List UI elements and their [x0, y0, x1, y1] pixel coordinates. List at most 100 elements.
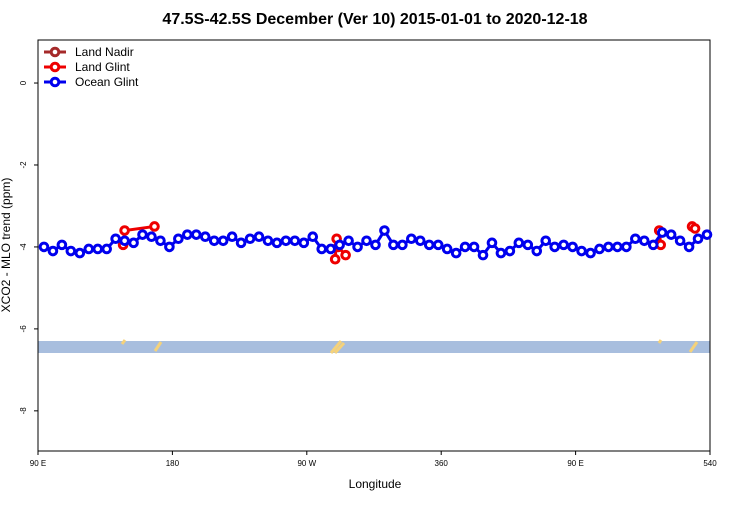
data-point	[92, 243, 104, 255]
data-point	[647, 239, 659, 251]
data-point	[182, 229, 193, 240]
data-point	[513, 237, 525, 249]
y-tick-label: -6	[19, 325, 28, 333]
data-point	[271, 237, 283, 249]
data-point	[459, 241, 471, 253]
data-point	[173, 233, 184, 245]
data-point	[692, 233, 704, 245]
land-marks	[120, 339, 699, 355]
data-point	[83, 243, 95, 255]
data-point	[630, 233, 641, 245]
data-point	[468, 241, 480, 253]
data-point	[65, 245, 77, 257]
data-point	[235, 237, 247, 249]
data-point	[155, 235, 166, 247]
data-point	[370, 239, 381, 251]
data-point	[329, 253, 341, 265]
data-point	[486, 237, 498, 249]
data-point	[244, 233, 256, 245]
data-point	[352, 241, 363, 253]
chart-title: 47.5S-42.5S December (Ver 10) 2015-01-01…	[162, 11, 587, 28]
data-point	[612, 241, 623, 253]
data-point	[522, 239, 534, 251]
legend-marker	[49, 76, 61, 88]
data-point	[504, 245, 516, 257]
legend-label: Ocean Glint	[75, 75, 139, 89]
x-tick-label: 90 E	[30, 459, 46, 468]
data-point	[450, 247, 462, 259]
data-point	[137, 229, 148, 240]
data-point	[253, 231, 265, 242]
data-point	[56, 239, 68, 251]
legend-marker	[49, 61, 61, 73]
x-tick-label: 90 W	[297, 459, 316, 468]
data-point	[361, 235, 372, 247]
data-point	[638, 235, 650, 247]
data-point	[665, 229, 677, 240]
x-tick-label: 90 E	[567, 459, 583, 468]
data-point	[397, 239, 408, 251]
data-point	[594, 243, 605, 255]
y-axis-label: XCO2 - MLO trend (ppm)	[0, 178, 13, 313]
legend-label: Land Nadir	[75, 45, 134, 59]
data-point	[217, 235, 229, 247]
data-point	[540, 235, 552, 247]
data-point	[683, 241, 695, 253]
data-point	[343, 235, 354, 247]
data-point	[576, 245, 587, 257]
data-point	[280, 235, 292, 247]
data-point	[307, 231, 319, 242]
data-point	[38, 241, 50, 253]
data-point	[674, 235, 686, 247]
x-tick-label: 360	[435, 459, 449, 468]
legend-label: Land Glint	[75, 60, 130, 74]
data-point	[119, 235, 130, 247]
data-point	[495, 247, 507, 259]
data-point	[558, 239, 569, 251]
data-point	[414, 235, 426, 247]
x-tick-label: 180	[166, 459, 180, 468]
data-point	[128, 237, 139, 249]
data-point	[441, 243, 453, 255]
data-point	[47, 245, 59, 257]
data-point	[423, 239, 435, 251]
x-tick-label: 540	[703, 459, 717, 468]
data-point	[164, 241, 175, 253]
data-point	[119, 225, 130, 236]
data-point	[567, 241, 578, 253]
surface-band	[38, 341, 710, 353]
data-point	[226, 231, 238, 242]
data-point	[325, 243, 336, 255]
legend-marker	[49, 46, 61, 58]
data-point	[531, 245, 543, 257]
data-point	[379, 225, 390, 236]
data-point	[190, 229, 202, 240]
data-point	[208, 235, 220, 247]
data-point	[656, 227, 668, 238]
data-point	[316, 243, 328, 255]
data-point	[289, 235, 301, 247]
data-point	[432, 239, 444, 251]
data-point	[549, 241, 560, 253]
data-point	[621, 241, 632, 253]
data-point	[298, 237, 310, 249]
data-point	[262, 235, 274, 247]
data-point	[101, 243, 112, 255]
data-point	[603, 241, 614, 253]
data-point	[388, 239, 399, 251]
data-point	[406, 233, 417, 245]
data-point	[74, 247, 86, 259]
plot-frame	[37, 39, 711, 452]
data-point	[585, 247, 596, 259]
data-point	[477, 249, 489, 261]
y-tick-label: 0	[19, 80, 28, 85]
data-point	[146, 231, 157, 242]
data-point	[199, 231, 211, 242]
data-point	[149, 221, 160, 232]
data-point	[334, 239, 345, 251]
data-point	[110, 233, 121, 245]
y-tick-label: -8	[19, 407, 28, 415]
data-point	[340, 249, 351, 261]
x-axis-label: Longitude	[349, 477, 402, 491]
